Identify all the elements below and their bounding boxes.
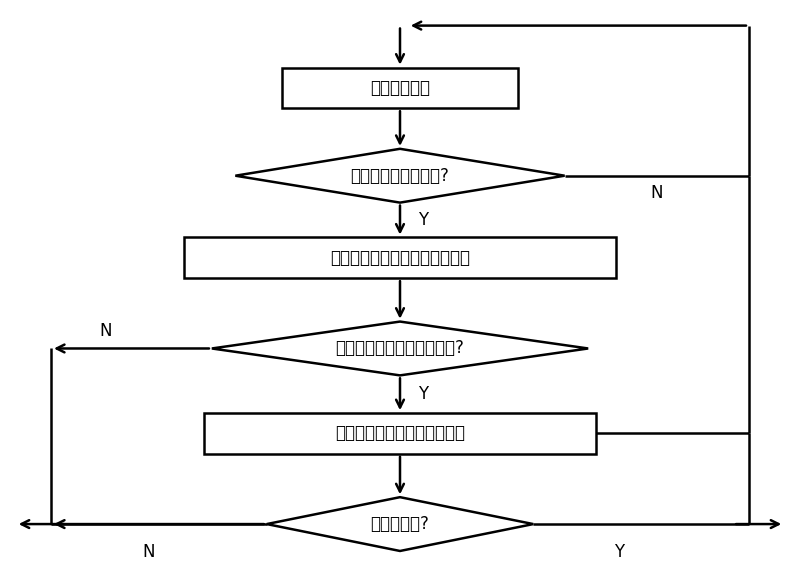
Text: 有广域保护站主站遥控命令?: 有广域保护站主站遥控命令? (335, 339, 465, 357)
Text: 执行广域保护站主站遥控命令: 执行广域保护站主站遥控命令 (335, 424, 465, 442)
Text: Y: Y (418, 211, 429, 229)
Text: Y: Y (418, 385, 429, 403)
Text: 判断是否出现过电流?: 判断是否出现过电流? (350, 166, 450, 185)
Text: Y: Y (614, 543, 625, 561)
Text: 监测三相电流: 监测三相电流 (370, 79, 430, 97)
FancyBboxPatch shape (204, 413, 596, 454)
Polygon shape (212, 321, 588, 375)
Polygon shape (235, 149, 565, 203)
FancyBboxPatch shape (282, 68, 518, 108)
Text: N: N (143, 543, 155, 561)
Text: N: N (650, 184, 663, 202)
FancyBboxPatch shape (184, 238, 616, 278)
Text: 通知广域保护主站监测到过电流: 通知广域保护主站监测到过电流 (330, 249, 470, 267)
Text: N: N (100, 323, 112, 340)
Text: 过电流消失?: 过电流消失? (370, 515, 430, 533)
Polygon shape (266, 497, 534, 551)
